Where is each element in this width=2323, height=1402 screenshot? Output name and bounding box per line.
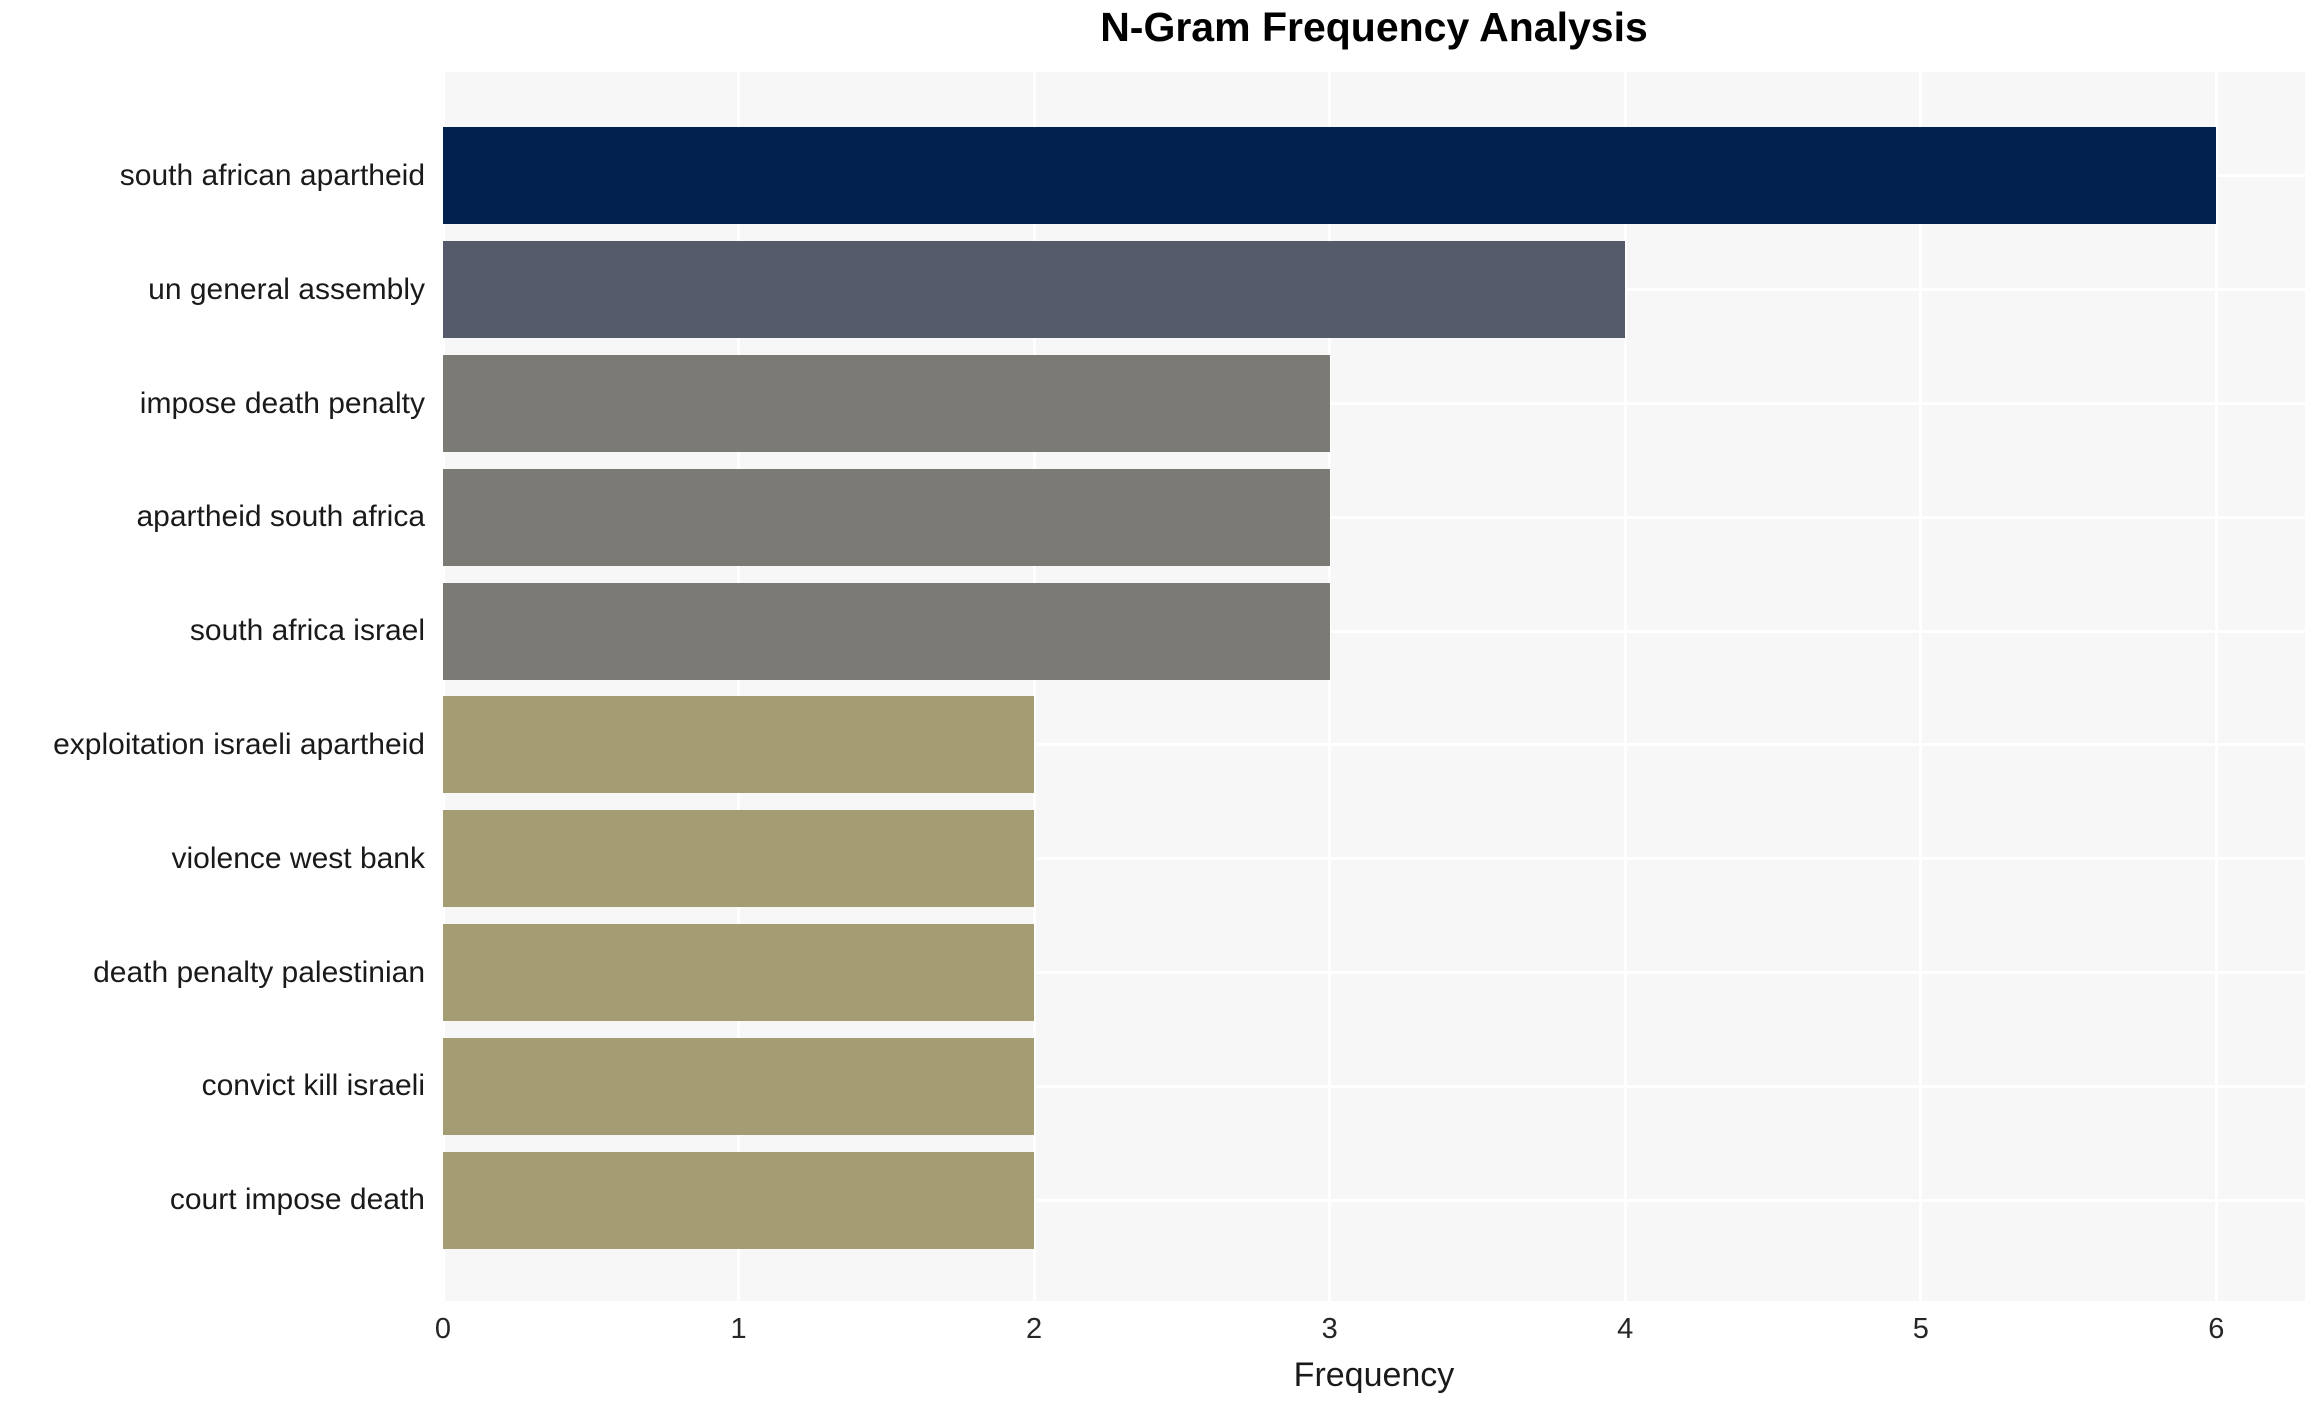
vertical-gridline <box>1623 72 1627 1301</box>
vertical-gridline <box>1032 72 1036 1301</box>
y-category-label: exploitation israeli apartheid <box>53 727 425 761</box>
bar <box>443 127 2217 225</box>
x-axis-ticks: 0 1 2 3 4 5 6 <box>435 1313 2305 1353</box>
y-category-label: court impose death <box>169 1183 425 1217</box>
horizontal-gridline <box>443 743 2305 747</box>
bar <box>443 468 1330 566</box>
vertical-gridline <box>1328 72 1332 1301</box>
y-category-label: death penalty palestinian <box>93 955 425 989</box>
bar <box>443 810 1035 908</box>
bar <box>443 696 1035 794</box>
x-tick-label: 4 <box>1617 1313 1634 1345</box>
horizontal-gridline <box>443 402 2305 405</box>
horizontal-gridline <box>443 857 2305 861</box>
bar <box>443 582 1330 680</box>
bar <box>443 924 1035 1021</box>
x-tick-label: 6 <box>2208 1313 2225 1345</box>
horizontal-gridline <box>443 971 2305 974</box>
chart-title: N-Gram Frequency Analysis <box>1100 4 1648 50</box>
vertical-gridline <box>2214 72 2218 1301</box>
x-tick-label: 1 <box>730 1313 747 1345</box>
y-category-label: south african apartheid <box>119 158 425 192</box>
x-axis-title: Frequency <box>1293 1356 1455 1394</box>
vertical-gridline <box>441 72 445 1301</box>
horizontal-gridline <box>443 515 2305 519</box>
horizontal-gridline <box>443 1198 2305 1202</box>
bar <box>443 1037 1035 1135</box>
x-tick-label: 5 <box>1912 1313 1929 1345</box>
horizontal-gridline <box>443 629 2305 633</box>
y-axis-labels: south african apartheid un general assemb… <box>0 72 425 1301</box>
y-category-label: south africa israel <box>189 614 425 648</box>
bar <box>443 241 1626 339</box>
y-category-label: convict kill israeli <box>201 1069 425 1103</box>
horizontal-gridline <box>443 1084 2305 1088</box>
y-category-label: apartheid south africa <box>136 500 425 534</box>
bar <box>443 355 1330 452</box>
y-category-label: un general assembly <box>148 272 425 306</box>
y-category-label: violence west bank <box>171 841 425 875</box>
vertical-gridline <box>737 72 741 1301</box>
x-tick-label: 2 <box>1026 1313 1043 1345</box>
bar <box>443 1151 1035 1249</box>
y-category-label: impose death penalty <box>139 386 425 420</box>
plot-area <box>441 72 2305 1301</box>
x-tick-label: 3 <box>1321 1313 1338 1345</box>
vertical-gridline <box>1919 72 1923 1301</box>
x-tick-label: 0 <box>434 1313 452 1345</box>
